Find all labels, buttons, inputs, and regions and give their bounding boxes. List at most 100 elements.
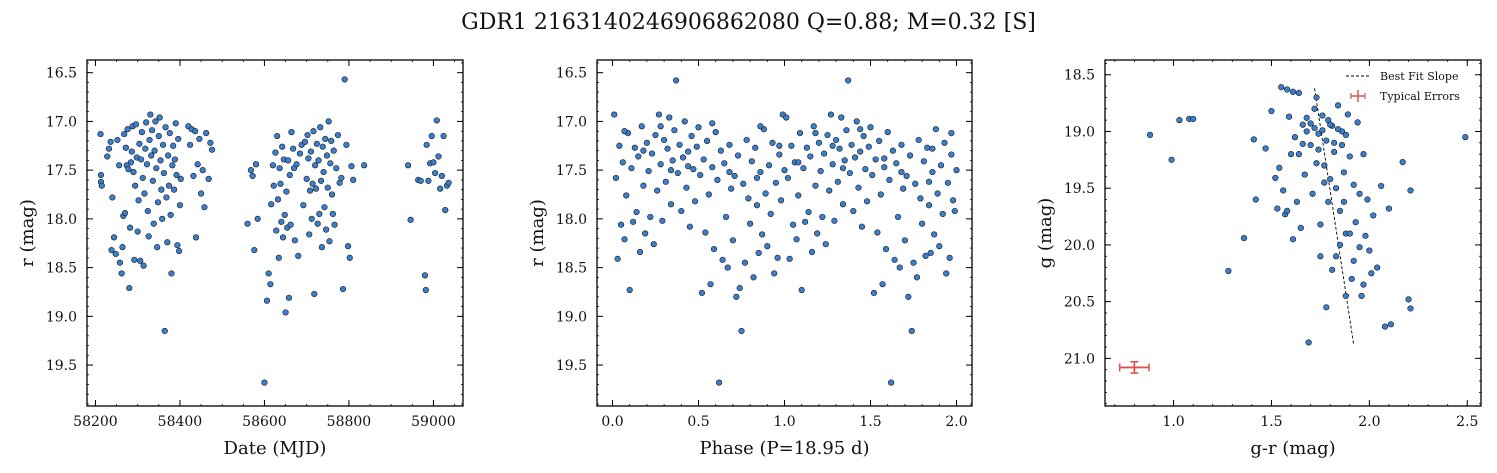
panel-1-data-point: [323, 152, 331, 159]
panel-1-data-point: [166, 129, 173, 137]
panel-2-data-point: [881, 164, 888, 171]
panel-2-data-point: [831, 217, 838, 224]
panel-1-data-point: [145, 233, 152, 240]
panel-2-data-point: [802, 218, 809, 225]
panel-2-data-point: [659, 217, 666, 224]
panel-3-data-point: [1334, 126, 1342, 133]
panel-2-data-point: [703, 137, 711, 144]
panel-3-data-point: [1331, 139, 1338, 146]
panel-2-data-point: [936, 243, 943, 250]
panel-2-data-point: [698, 289, 706, 297]
panel-2-data-point: [772, 179, 779, 186]
panel-1-data-point: [317, 124, 324, 131]
panel-3-data-point: [1350, 257, 1357, 264]
panel-1-data-point: [285, 294, 293, 301]
panel-1-data-point: [98, 182, 105, 189]
panel-1-data-point: [331, 221, 338, 228]
panel-3-data-point: [1336, 241, 1344, 249]
panel-1-data-point: [244, 220, 251, 227]
panel-1-y-tick-label: 17.0: [46, 114, 77, 130]
panel-1-data-point: [323, 226, 330, 233]
panel-3-data-point: [1356, 244, 1363, 251]
panel-2-data-point: [876, 137, 883, 144]
panel-1-data-point: [290, 145, 297, 152]
panel-3-data-point: [1350, 181, 1357, 188]
panel-2-y-tick-label: 19.5: [556, 358, 587, 374]
panel-1-data-point: [125, 166, 132, 173]
panel-1-x-tick-label: 58800: [327, 414, 372, 430]
panel-2-data-point: [705, 191, 712, 198]
panel-2-data-point: [721, 160, 728, 167]
panel-1-data-point: [311, 290, 318, 298]
panel-2-data-point: [712, 129, 719, 136]
panel-3-axes-frame: [1104, 59, 1482, 407]
panel-1-data-point: [97, 171, 105, 179]
panel-1-data-point: [317, 177, 325, 184]
panel-2-data-point: [912, 180, 919, 187]
panel-2-data-point: [948, 129, 955, 137]
panel-2-x-tick-label: 0.0: [601, 414, 623, 430]
panel-1-data-point: [105, 145, 113, 152]
panel-1-data-point: [159, 215, 166, 222]
panel-1-data-point: [263, 297, 271, 304]
panel-3-data-point: [1323, 304, 1330, 311]
panel-2-data-point: [855, 184, 862, 191]
panel-1-data-point: [425, 177, 432, 184]
panel-2-data-point: [829, 161, 836, 168]
panel-3-x-tick-label: 2.0: [1358, 414, 1380, 430]
panel-1-data-point: [207, 139, 214, 146]
panel-3-data-point: [1399, 158, 1406, 166]
panel-2-data-point: [908, 327, 915, 335]
panel-1-data-point: [265, 270, 272, 277]
panel-2-data-point: [660, 136, 668, 144]
panel-2-data-point: [757, 168, 764, 176]
panel-3-data-point: [1340, 198, 1348, 205]
panel-2-data-point: [929, 145, 936, 152]
panel-3-data-point: [1327, 121, 1334, 128]
panel-3-data-point: [1272, 174, 1279, 182]
panel-2-data-point: [925, 202, 933, 209]
panel-1-data-point: [277, 180, 284, 187]
panel-1-data-point: [141, 190, 148, 197]
panel-2-data-point: [783, 114, 790, 121]
panel-1-data-point: [167, 211, 174, 219]
panel-2-data-point: [853, 118, 860, 125]
panel-3-data-point: [1360, 281, 1367, 288]
panel-1-data-point: [267, 281, 274, 288]
panel-1-data-point: [306, 231, 313, 238]
panel-1-data-point: [150, 220, 157, 227]
panel-1-data-point: [247, 167, 255, 174]
panel-1-data-point: [433, 117, 440, 124]
panel-2-data-point: [726, 168, 733, 176]
panel-2-data-point: [667, 167, 675, 174]
panel-3-x-axis-label: g-r (mag): [1250, 438, 1335, 459]
panel-2-data-point: [798, 286, 805, 294]
panel-2-data-point: [681, 118, 688, 125]
panel-2-data-point: [915, 136, 922, 144]
panel-2-y-tick-label: 19.0: [556, 309, 587, 325]
panel-1-data-point: [199, 167, 206, 174]
panel-1-data-point: [164, 239, 171, 246]
panel-1-data-point: [296, 150, 304, 157]
panel-1-data-point: [170, 186, 178, 193]
panel-2-data-point: [671, 127, 678, 134]
panel-1-data-point: [131, 256, 138, 263]
panel-3-data-point: [1368, 270, 1375, 277]
panel-2-y-axis-label: r (mag): [527, 199, 548, 267]
panel-2-data-point: [767, 210, 774, 218]
panel-2-data-point: [633, 208, 640, 216]
panel-1-data-point: [197, 190, 205, 197]
panel-2-data-point: [898, 141, 905, 148]
panel-1-data-point: [153, 165, 160, 172]
panel-2-data-point: [619, 159, 626, 166]
panel-3-data-point: [1225, 267, 1232, 275]
panel-1-data-point: [110, 234, 118, 241]
panel-3-y-tick-label: 18.5: [1064, 68, 1095, 84]
panel-2-data-point: [905, 293, 912, 300]
panel-2-data-point: [691, 198, 699, 205]
panel-1-data-point: [322, 135, 329, 143]
panel-1-y-tick-label: 19.5: [46, 358, 77, 374]
panel-1-data-point: [303, 175, 310, 183]
panel-3-data-point: [1146, 131, 1154, 138]
panel-2-data-point: [707, 281, 714, 288]
